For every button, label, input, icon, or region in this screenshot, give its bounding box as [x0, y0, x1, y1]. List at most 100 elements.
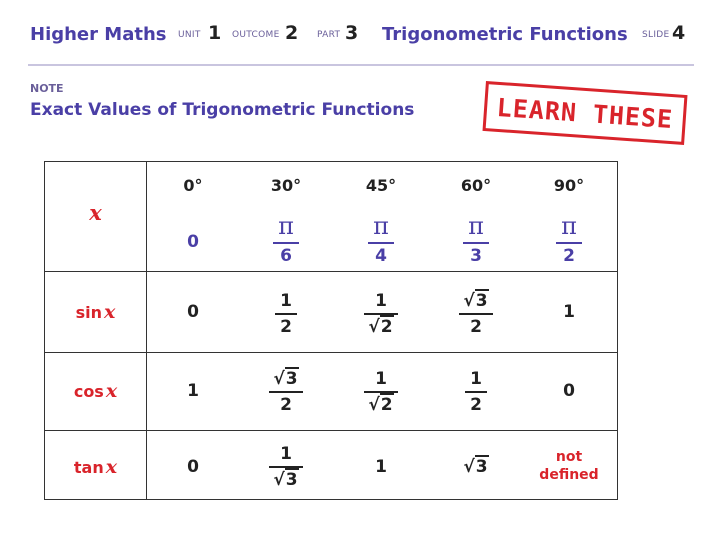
radian-pi-3: π 3: [438, 210, 514, 268]
fraction: π 6: [273, 212, 299, 266]
degree-90: 90°: [553, 175, 585, 195]
radicand: 2: [379, 315, 394, 337]
row-divider: [45, 430, 617, 431]
sqrt-symbol: √: [273, 369, 285, 389]
not-defined-line2: defined: [539, 467, 599, 483]
course-title: Higher Maths: [30, 24, 167, 45]
radian-pi-4: π 4: [343, 210, 419, 268]
numerator: 1: [375, 369, 387, 389]
sin-90: 1: [563, 302, 575, 322]
sqrt-symbol: √: [463, 291, 475, 311]
denominator: 2: [563, 246, 575, 266]
radian-0: 0: [155, 222, 231, 262]
fraction-bar: [275, 313, 297, 315]
part-number: 3: [345, 22, 359, 44]
fraction-bar: [273, 242, 299, 244]
fraction-bar: [459, 313, 493, 315]
tan-0: 0: [187, 457, 199, 477]
fraction-bar: [269, 391, 303, 393]
column-divider: [146, 162, 147, 499]
cos-0: 1: [187, 381, 199, 401]
unit-label: UNIT: [178, 30, 201, 40]
page-subtitle: Exact Values of Trigonometric Functions: [30, 100, 415, 120]
function-name: sin: [75, 302, 103, 322]
topic-title: Trigonometric Functions: [382, 24, 628, 45]
fraction-bar: [556, 242, 582, 244]
row-divider: [45, 352, 617, 353]
exact-values-table: x 0° 30° 45° 60° 90° 0 π 6 π 4 π 3 π: [44, 161, 618, 500]
fraction-bar: [465, 391, 487, 393]
x-header: x: [45, 192, 146, 232]
tan-60: √3: [438, 452, 514, 482]
fraction-bar: [463, 242, 489, 244]
denominator: 2: [280, 317, 292, 337]
numerator: 1: [375, 291, 387, 311]
radicand: 3: [474, 455, 489, 477]
radicand: 3: [284, 468, 299, 490]
radian-pi-6: π 6: [248, 210, 324, 268]
pi-symbol: π: [278, 212, 294, 240]
denominator: 2: [280, 395, 292, 415]
learn-these-stamp: LEARN THESE: [482, 81, 688, 145]
outcome-number: 2: [285, 22, 299, 44]
note-label: NOTE: [30, 82, 64, 95]
pi-symbol: π: [373, 212, 389, 240]
radicand: 3: [474, 289, 489, 311]
denominator: 2: [470, 395, 482, 415]
denominator: 6: [280, 246, 292, 266]
denominator: 4: [375, 246, 387, 266]
function-name: tan: [73, 457, 104, 477]
fraction: π 3: [463, 212, 489, 266]
numerator: 1: [470, 369, 482, 389]
sin-60: √3 2: [438, 286, 514, 342]
x-symbol: x: [105, 456, 118, 478]
numerator: 1: [280, 291, 292, 311]
degree-0: 0°: [183, 175, 203, 195]
x-symbol: x: [104, 301, 116, 323]
denominator: 3: [470, 246, 482, 266]
x-symbol: x: [89, 199, 102, 225]
outcome-label: OUTCOME: [232, 30, 280, 40]
tan-30: 1 √3: [248, 438, 324, 496]
x-symbol: x: [105, 380, 118, 402]
radian-pi-2: π 2: [531, 210, 607, 268]
function-name: cos: [73, 381, 104, 401]
row-divider: [45, 271, 617, 272]
tan-45: 1: [375, 457, 387, 477]
fraction: π 4: [368, 212, 394, 266]
slide-header: Higher Maths UNIT 1 OUTCOME 2 PART 3 Tri…: [0, 0, 728, 70]
header-divider: [28, 64, 694, 66]
fraction: π 2: [556, 212, 582, 266]
fraction-bar: [269, 466, 303, 468]
pi-symbol: π: [468, 212, 484, 240]
degree-30: 30°: [270, 175, 302, 195]
denominator: 2: [470, 317, 482, 337]
sqrt-symbol: √: [463, 457, 475, 477]
sin-0: 0: [187, 302, 199, 322]
unit-number: 1: [208, 22, 222, 44]
cos-45: 1 √2: [343, 364, 419, 420]
sin-45: 1 √2: [343, 286, 419, 342]
slide-number: 4: [672, 22, 686, 44]
fraction-bar: [364, 391, 398, 393]
numerator: 1: [280, 444, 292, 464]
sqrt-symbol: √: [368, 395, 380, 415]
sqrt-symbol: √: [368, 317, 380, 337]
degree-45: 45°: [365, 175, 397, 195]
radicand: 2: [379, 393, 394, 415]
not-defined-line1: not: [555, 449, 583, 465]
radicand: 3: [284, 367, 299, 389]
radian-zero: 0: [187, 232, 199, 252]
fraction-bar: [364, 313, 398, 315]
tan-90: not defined: [531, 444, 607, 488]
degree-60: 60°: [460, 175, 492, 195]
sin-x-label: sin x: [45, 297, 146, 327]
fraction-bar: [368, 242, 394, 244]
cos-30: √3 2: [248, 364, 324, 420]
sqrt-symbol: √: [273, 470, 285, 490]
cos-90: 0: [563, 381, 575, 401]
part-label: PART: [317, 30, 341, 40]
pi-symbol: π: [561, 212, 577, 240]
